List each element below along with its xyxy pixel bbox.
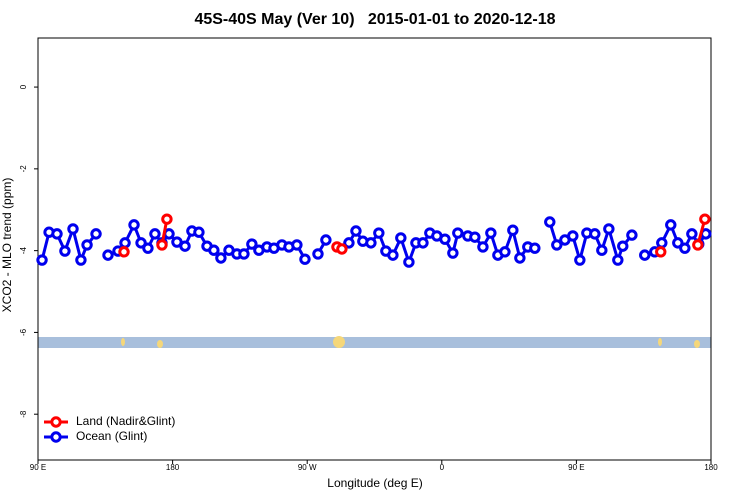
data-point xyxy=(90,228,102,240)
data-point xyxy=(128,219,140,231)
data-point xyxy=(551,239,563,251)
data-point xyxy=(215,252,227,264)
x-axis-title: Longitude (deg E) xyxy=(327,476,422,490)
data-point xyxy=(365,237,377,249)
data-point xyxy=(149,228,161,240)
data-point xyxy=(617,240,629,252)
y-tick-label: -4 xyxy=(19,247,28,255)
data-point xyxy=(179,240,191,252)
data-point xyxy=(119,237,131,249)
y-tick-label: -6 xyxy=(19,328,28,336)
data-point xyxy=(102,249,114,261)
data-point xyxy=(161,213,173,225)
data-point xyxy=(567,230,579,242)
data-point xyxy=(193,226,205,238)
data-point xyxy=(452,227,464,239)
land-patch xyxy=(121,338,125,346)
ocean-strip xyxy=(38,337,711,348)
data-point xyxy=(544,216,556,228)
x-tick-label: 90 E xyxy=(568,463,584,472)
data-point xyxy=(208,244,220,256)
data-point xyxy=(118,246,130,258)
data-point xyxy=(387,249,399,261)
land-patch xyxy=(333,336,345,348)
data-point xyxy=(417,237,429,249)
data-point xyxy=(312,248,324,260)
data-point xyxy=(320,234,332,246)
data-point xyxy=(665,219,677,231)
y-axis-title: XCO2 - MLO trend (ppm) xyxy=(0,178,14,313)
land-patch xyxy=(658,338,662,346)
data-point xyxy=(238,248,250,260)
data-point xyxy=(135,237,147,249)
data-point xyxy=(612,254,624,266)
land-patch xyxy=(157,340,163,348)
data-point xyxy=(59,245,71,257)
data-point xyxy=(499,246,511,258)
data-point xyxy=(656,237,668,249)
x-tick-label: 180 xyxy=(166,463,180,472)
data-point xyxy=(156,239,168,251)
data-point xyxy=(373,227,385,239)
data-point xyxy=(299,253,311,265)
data-point xyxy=(469,231,481,243)
data-point xyxy=(699,213,711,225)
y-tick-label: -8 xyxy=(19,410,28,418)
data-point xyxy=(529,242,541,254)
data-point xyxy=(485,227,497,239)
chart-title: 45S-40S May (Ver 10) 2015-01-01 to 2020-… xyxy=(194,11,555,28)
data-point xyxy=(626,229,638,241)
data-point xyxy=(507,224,519,236)
data-point xyxy=(246,238,258,250)
x-tick-label: 90 E xyxy=(30,463,46,472)
data-point xyxy=(350,225,362,237)
x-tick-label: 90 W xyxy=(298,463,317,472)
data-point xyxy=(447,247,459,259)
y-tick-label: 0 xyxy=(19,84,28,89)
legend-marker xyxy=(50,431,62,443)
data-point xyxy=(395,232,407,244)
data-point xyxy=(81,239,93,251)
data-point xyxy=(603,223,615,235)
data-point xyxy=(692,239,704,251)
legend-label: Land (Nadir&Glint) xyxy=(76,414,175,428)
data-point xyxy=(574,254,586,266)
data-point xyxy=(589,228,601,240)
data-point xyxy=(596,244,608,256)
data-point xyxy=(336,243,348,255)
data-point xyxy=(36,254,48,266)
land-patch xyxy=(694,340,700,348)
data-point xyxy=(477,241,489,253)
x-tick-label: 180 xyxy=(704,463,718,472)
data-point xyxy=(679,242,691,254)
data-point xyxy=(639,249,651,261)
data-point xyxy=(439,233,451,245)
data-point xyxy=(672,237,684,249)
surface-mask xyxy=(38,336,711,348)
data-point xyxy=(142,242,154,254)
data-point xyxy=(75,254,87,266)
data-point xyxy=(291,239,303,251)
data-point xyxy=(686,228,698,240)
legend-marker xyxy=(50,416,62,428)
legend-label: Ocean (Glint) xyxy=(76,429,147,443)
data-point xyxy=(655,246,667,258)
data-point xyxy=(403,256,415,268)
data-point xyxy=(67,223,79,235)
data-point xyxy=(343,237,355,249)
data-point xyxy=(51,228,63,240)
x-tick-label: 0 xyxy=(440,463,445,472)
data-point xyxy=(514,252,526,264)
plot-frame xyxy=(37,37,712,461)
y-tick-label: -2 xyxy=(19,165,28,173)
